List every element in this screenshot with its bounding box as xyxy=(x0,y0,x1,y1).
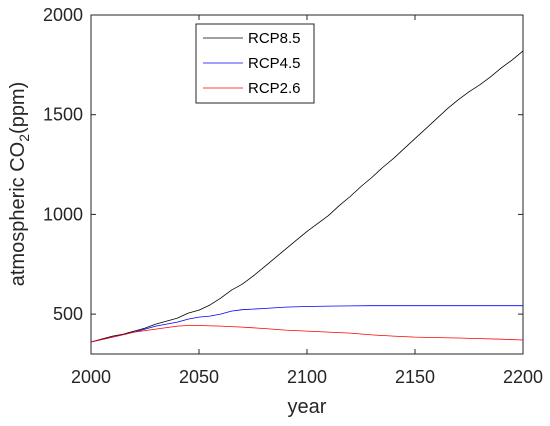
series-line-rcp4-5 xyxy=(90,305,523,343)
y-axis-label: atmospheric CO2(ppm) xyxy=(7,82,32,287)
y-tick-label: 1500 xyxy=(43,105,83,125)
legend: RCP8.5 RCP4.5 RCP2.6 xyxy=(195,23,315,104)
series-line-rcp2-6 xyxy=(90,325,524,343)
y-tick-label: 1000 xyxy=(43,204,83,224)
y-axis-label-subscript: 2 xyxy=(16,134,32,142)
x-tick-label: 2000 xyxy=(71,367,111,387)
x-axis-label: year xyxy=(288,396,327,418)
x-tick-label: 2100 xyxy=(287,367,327,387)
x-tick-label: 2200 xyxy=(503,367,543,387)
x-tick-label: 2150 xyxy=(395,367,435,387)
y-tick-label: 500 xyxy=(53,304,83,324)
y-axis-label-prefix: atmospheric CO xyxy=(7,142,29,287)
series-line-rcp8-5 xyxy=(90,50,524,343)
y-tick-label: 2000 xyxy=(43,5,83,25)
legend-box xyxy=(195,23,315,104)
x-axis: 2000 2050 2100 2150 2200 xyxy=(71,15,543,387)
legend-label: RCP2.6 xyxy=(248,80,301,97)
legend-label: RCP4.5 xyxy=(248,55,301,72)
legend-label: RCP8.5 xyxy=(248,30,301,47)
y-axis: 500 1000 1500 2000 xyxy=(43,5,523,324)
series-layer xyxy=(90,50,524,343)
y-axis-label-suffix: (ppm) xyxy=(7,82,29,134)
x-tick-label: 2050 xyxy=(179,367,219,387)
